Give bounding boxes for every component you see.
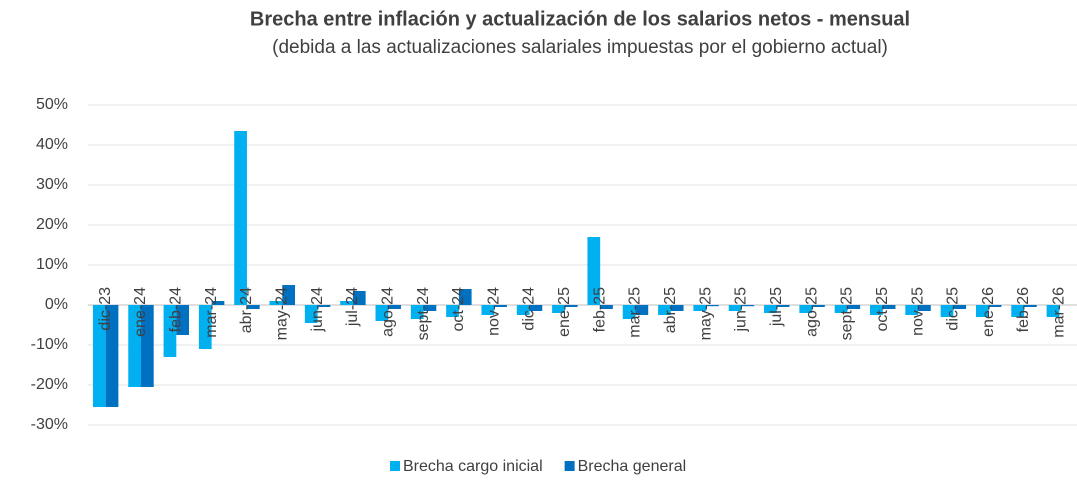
bar bbox=[635, 305, 649, 315]
bar bbox=[481, 305, 495, 315]
x-tick-label: nov-25 bbox=[909, 287, 926, 336]
bar bbox=[282, 285, 295, 305]
bar bbox=[388, 305, 401, 309]
y-tick-label: 10% bbox=[36, 256, 68, 273]
x-tick-label: ene-24 bbox=[132, 287, 149, 337]
x-tick-label: jul-25 bbox=[768, 287, 785, 327]
bar bbox=[375, 305, 389, 321]
y-tick-label: 50% bbox=[36, 96, 68, 113]
bar bbox=[764, 305, 777, 313]
bar bbox=[529, 305, 543, 311]
bar bbox=[176, 305, 190, 335]
bar bbox=[988, 305, 1002, 307]
bar bbox=[741, 305, 755, 307]
x-tick-label: sept-24 bbox=[415, 287, 432, 340]
x-tick-label: may-25 bbox=[697, 287, 714, 340]
bar bbox=[776, 305, 790, 307]
bar bbox=[340, 301, 353, 305]
bar bbox=[622, 305, 636, 319]
legend-label: Brecha cargo inicial bbox=[403, 458, 543, 475]
y-tick-label: 20% bbox=[36, 216, 68, 233]
bar bbox=[799, 305, 813, 313]
bar bbox=[670, 305, 684, 311]
x-tick-label: ago-24 bbox=[379, 287, 396, 337]
x-tick-label: jul-24 bbox=[344, 287, 361, 327]
bar bbox=[847, 305, 861, 309]
bar bbox=[516, 305, 530, 315]
bar bbox=[552, 305, 565, 313]
x-tick-label: nov-24 bbox=[485, 287, 502, 336]
x-tick-label: oct-24 bbox=[450, 287, 467, 332]
x-tick-label: ene-26 bbox=[980, 287, 997, 337]
bar bbox=[352, 291, 366, 305]
y-tick-label: 30% bbox=[36, 176, 68, 193]
bar bbox=[105, 305, 119, 407]
x-tick-label: dic-25 bbox=[945, 287, 962, 331]
x-tick-label: oct-25 bbox=[874, 287, 891, 332]
x-tick-label: abr-24 bbox=[238, 287, 255, 333]
y-tick-label: 40% bbox=[36, 136, 68, 153]
bar bbox=[1046, 305, 1060, 317]
bar bbox=[953, 305, 967, 309]
bar bbox=[410, 305, 424, 319]
x-tick-label: ene-25 bbox=[556, 287, 573, 337]
y-tick-label: 0% bbox=[45, 296, 68, 313]
bar bbox=[458, 289, 472, 305]
x-tick-label: feb-26 bbox=[1015, 287, 1032, 332]
x-tick-label: feb-25 bbox=[591, 287, 608, 332]
bar bbox=[92, 305, 106, 407]
chart-title: Brecha entre inflación y actualización d… bbox=[250, 8, 910, 30]
legend-label: Brecha general bbox=[578, 458, 687, 475]
bar bbox=[128, 305, 141, 387]
bar bbox=[564, 305, 578, 307]
x-tick-label: mar-24 bbox=[203, 287, 220, 338]
bar bbox=[304, 305, 318, 323]
bar bbox=[975, 305, 989, 317]
bar bbox=[658, 305, 671, 315]
legend-swatch bbox=[564, 461, 575, 471]
bar bbox=[834, 305, 848, 313]
x-tick-label: ago-25 bbox=[803, 287, 820, 337]
bar bbox=[446, 305, 459, 317]
bar bbox=[269, 301, 283, 305]
bar bbox=[494, 305, 507, 307]
bar bbox=[600, 305, 613, 309]
y-tick-label: -10% bbox=[31, 336, 68, 353]
bar bbox=[882, 305, 896, 309]
x-tick-label: jun-25 bbox=[733, 287, 750, 333]
x-tick-label: mar-26 bbox=[1051, 287, 1068, 338]
x-tick-label: mar-25 bbox=[627, 287, 644, 338]
x-tick-label: may-24 bbox=[273, 287, 290, 340]
bar bbox=[246, 305, 260, 309]
bar bbox=[706, 305, 719, 307]
legend-swatch bbox=[390, 461, 400, 471]
bar bbox=[587, 237, 601, 305]
bar bbox=[728, 305, 742, 311]
chart-subtitle: (debida a las actualizaciones salariales… bbox=[272, 37, 888, 58]
x-tick-label: dic-24 bbox=[521, 287, 538, 331]
bar bbox=[812, 305, 825, 307]
x-tick-label: sept-25 bbox=[839, 287, 856, 340]
bar bbox=[905, 305, 919, 315]
x-tick-label: jun-24 bbox=[309, 287, 326, 333]
x-tick-label: feb-24 bbox=[168, 287, 185, 332]
bar bbox=[918, 305, 931, 311]
bar bbox=[140, 305, 154, 387]
bar bbox=[1024, 305, 1037, 307]
bar bbox=[317, 305, 331, 307]
bar bbox=[693, 305, 707, 311]
x-tick-label: dic-23 bbox=[97, 287, 114, 331]
bar bbox=[198, 305, 212, 349]
bar bbox=[423, 305, 437, 311]
y-tick-label: -20% bbox=[31, 376, 68, 393]
bar bbox=[211, 301, 225, 305]
x-tick-label: abr-25 bbox=[662, 287, 679, 333]
bar bbox=[940, 305, 954, 317]
bar bbox=[1011, 305, 1025, 317]
bar bbox=[234, 131, 247, 305]
bar bbox=[870, 305, 883, 315]
y-tick-label: -30% bbox=[31, 416, 68, 433]
bar bbox=[163, 305, 177, 357]
